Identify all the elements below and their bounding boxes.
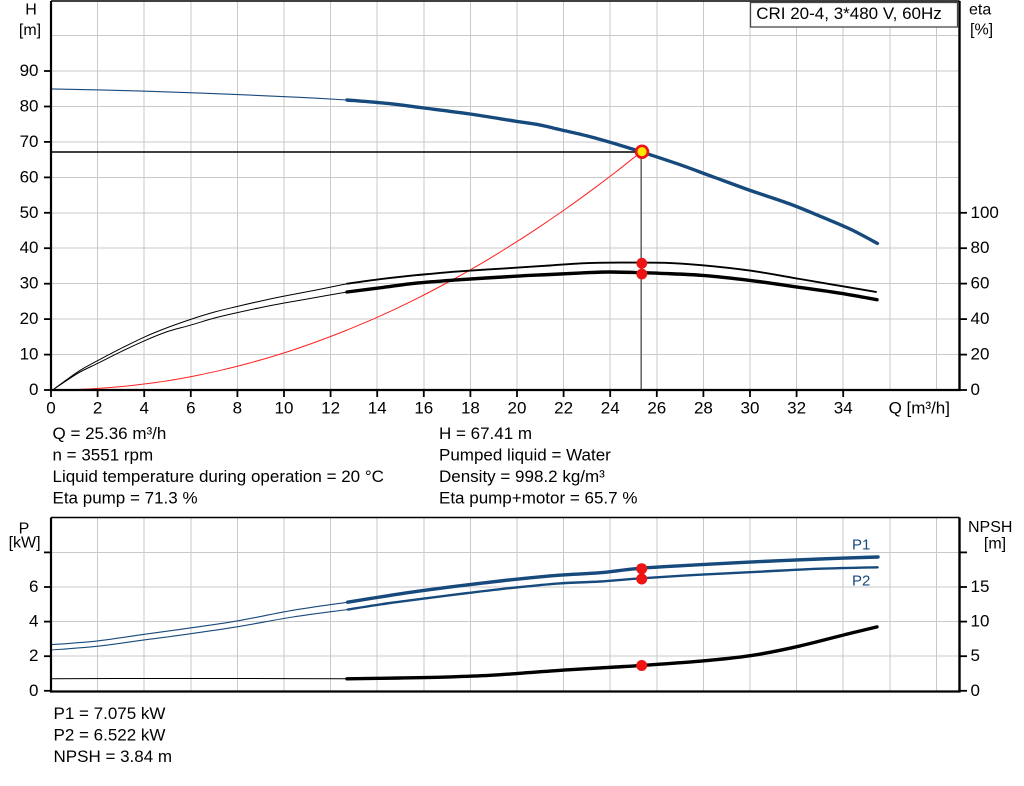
- svg-text:NPSH = 3.84 m: NPSH = 3.84 m: [54, 747, 173, 766]
- svg-text:50: 50: [20, 203, 39, 222]
- svg-text:H = 67.41 m: H = 67.41 m: [439, 424, 532, 443]
- svg-text:H: H: [25, 2, 37, 19]
- svg-text:P2 = 6.522 kW: P2 = 6.522 kW: [54, 725, 166, 744]
- svg-text:4: 4: [139, 399, 148, 418]
- svg-text:8: 8: [233, 399, 242, 418]
- svg-text:Liquid temperature during oper: Liquid temperature during operation = 20…: [53, 467, 384, 486]
- svg-text:P: P: [19, 521, 30, 538]
- svg-text:0: 0: [46, 399, 55, 418]
- svg-text:0: 0: [971, 681, 980, 700]
- svg-text:P2: P2: [852, 573, 870, 590]
- svg-text:4: 4: [29, 612, 38, 631]
- svg-text:NPSH: NPSH: [968, 519, 1012, 536]
- svg-text:20: 20: [971, 345, 990, 364]
- svg-text:20: 20: [20, 309, 39, 328]
- svg-text:20: 20: [508, 399, 527, 418]
- svg-text:0: 0: [971, 380, 980, 399]
- svg-text:Q [m³/h]: Q [m³/h]: [889, 399, 950, 418]
- svg-text:100: 100: [971, 203, 999, 222]
- svg-text:Eta pump = 71.3 %: Eta pump = 71.3 %: [53, 489, 198, 508]
- svg-text:2: 2: [93, 399, 102, 418]
- svg-text:32: 32: [787, 399, 806, 418]
- svg-text:0: 0: [29, 681, 38, 700]
- svg-text:2: 2: [29, 646, 38, 665]
- svg-text:Eta pump+motor = 65.7 %: Eta pump+motor = 65.7 %: [439, 489, 637, 508]
- svg-text:60: 60: [20, 167, 39, 186]
- svg-text:10: 10: [275, 399, 294, 418]
- svg-text:15: 15: [971, 577, 990, 596]
- svg-text:eta: eta: [969, 2, 991, 19]
- svg-text:[%]: [%]: [970, 22, 993, 39]
- svg-text:26: 26: [647, 399, 666, 418]
- svg-text:P1 = 7.075 kW: P1 = 7.075 kW: [54, 704, 166, 723]
- svg-text:16: 16: [414, 399, 433, 418]
- svg-text:n = 3551 rpm: n = 3551 rpm: [53, 446, 154, 465]
- svg-text:18: 18: [461, 399, 480, 418]
- svg-text:5: 5: [971, 646, 980, 665]
- svg-text:34: 34: [834, 399, 853, 418]
- svg-text:22: 22: [554, 399, 573, 418]
- svg-text:CRI 20-4, 3*480 V, 60Hz: CRI 20-4, 3*480 V, 60Hz: [756, 4, 942, 23]
- svg-text:12: 12: [321, 399, 340, 418]
- svg-text:[kW]: [kW]: [9, 535, 41, 552]
- svg-text:60: 60: [971, 274, 990, 293]
- svg-text:[m]: [m]: [19, 22, 41, 39]
- svg-text:28: 28: [694, 399, 713, 418]
- svg-text:40: 40: [971, 309, 990, 328]
- svg-text:80: 80: [20, 97, 39, 116]
- svg-text:6: 6: [186, 399, 195, 418]
- svg-text:Pumped liquid = Water: Pumped liquid = Water: [439, 446, 611, 465]
- svg-text:0: 0: [29, 380, 38, 399]
- svg-text:14: 14: [368, 399, 387, 418]
- svg-text:70: 70: [20, 132, 39, 151]
- svg-text:Q = 25.36 m³/h: Q = 25.36 m³/h: [53, 424, 167, 443]
- svg-text:30: 30: [741, 399, 760, 418]
- svg-text:10: 10: [971, 612, 990, 631]
- svg-text:6: 6: [29, 577, 38, 596]
- svg-text:24: 24: [601, 399, 620, 418]
- svg-text:10: 10: [20, 345, 39, 364]
- svg-text:P1: P1: [852, 537, 870, 554]
- svg-text:40: 40: [20, 238, 39, 257]
- svg-text:[m]: [m]: [984, 536, 1006, 553]
- svg-text:80: 80: [971, 238, 990, 257]
- svg-text:90: 90: [20, 61, 39, 80]
- svg-text:Density = 998.2 kg/m³: Density = 998.2 kg/m³: [439, 467, 605, 486]
- svg-text:30: 30: [20, 274, 39, 293]
